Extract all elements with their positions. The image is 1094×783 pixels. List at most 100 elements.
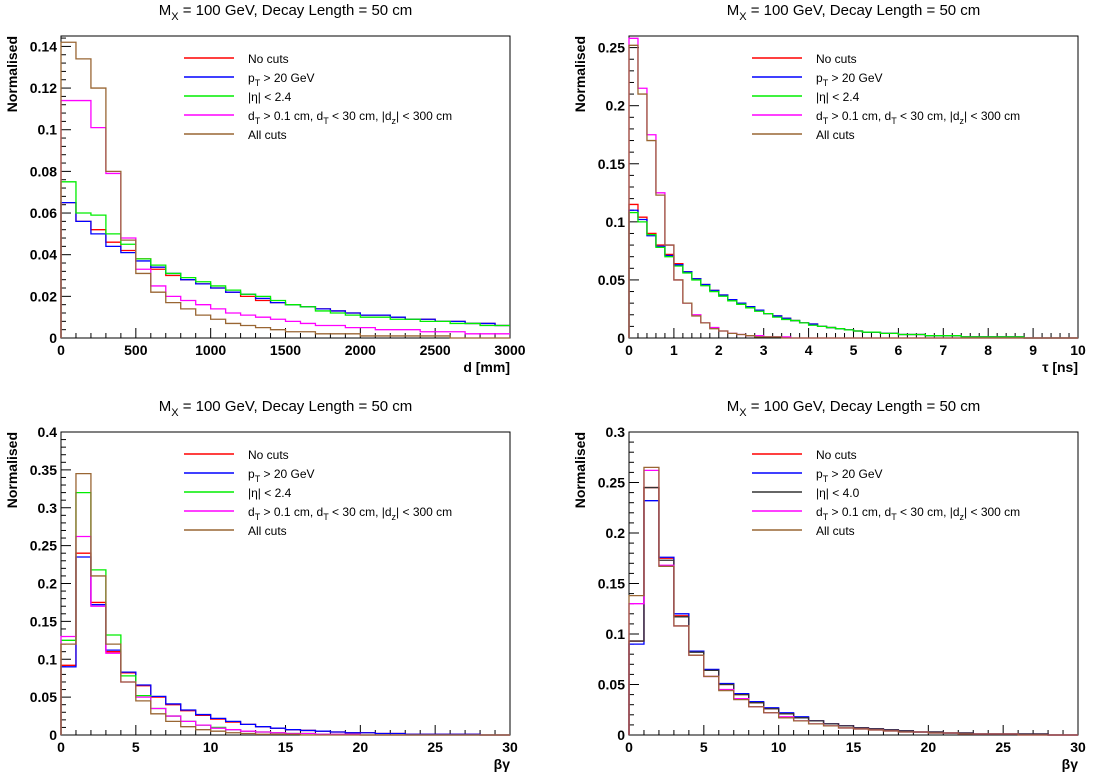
y-tick-label: 0.02 [30,288,57,304]
x-axis-label: τ [ns] [1042,359,1078,375]
series-line-5 [628,44,1078,339]
y-tick-label: 0.3 [606,424,626,440]
y-tick-label: 0.08 [30,163,57,179]
x-tick-label: 30 [502,739,518,755]
legend-entry: No cuts [816,52,857,66]
y-tick-label: 0.3 [38,500,58,516]
x-tick-label: 0 [625,739,633,755]
x-tick-label: 2000 [345,342,376,358]
series-line-2 [60,556,510,736]
y-tick-label: 0.1 [606,214,626,230]
x-tick-label: 10 [771,739,787,755]
x-tick-label: 6 [895,342,903,358]
legend-entry: No cuts [248,448,289,462]
legend-entry: |η| < 2.4 [248,90,292,104]
legend-entry: No cuts [816,448,857,462]
x-tick-label: 4 [805,342,813,358]
x-tick-label: 25 [995,739,1011,755]
y-axis-label: Normalised [572,432,588,508]
chart-panel-1: MX = 100 GeV, Decay Length = 50 cm 0 0.02 0… [4,2,526,375]
series-line-2 [628,209,1078,339]
series-line-1 [60,552,510,736]
y-tick-label: 0 [49,727,57,743]
y-axis-label: Normalised [572,36,588,112]
y-tick-label: 0.05 [598,272,625,288]
series-line-5 [60,41,510,339]
y-tick-label: 0.1 [38,651,58,667]
x-tick-label: 0 [57,342,65,358]
x-tick-label: 5 [700,739,708,755]
x-tick-label: 0 [625,342,633,358]
x-tick-label: 2 [715,342,723,358]
legend-entry: |η| < 2.4 [248,486,292,500]
legend-entry: pT > 20 GeV [816,467,883,484]
legend-entry: |η| < 2.4 [816,90,860,104]
y-tick-label: 0 [617,727,625,743]
x-tick-label: 30 [1070,739,1086,755]
x-tick-label: 5 [132,739,140,755]
y-tick-label: 0.15 [30,613,57,629]
legend-entry: All cuts [816,524,855,538]
series-line-1 [60,201,510,338]
x-axis-label: βγ [494,756,511,772]
x-tick-label: 1 [670,342,678,358]
y-tick-label: 0.15 [598,156,625,172]
x-tick-label: 8 [984,342,992,358]
legend-entry: dT > 0.1 cm, dT < 30 cm, |dz| < 300 cm [248,505,452,522]
y-tick-label: 0.06 [30,205,57,221]
y-tick-label: 0 [49,330,57,346]
x-tick-label: 10 [1070,342,1086,358]
x-tick-label: 20 [353,739,369,755]
chart-panel-2: MX = 100 GeV, Decay Length = 50 cm 0 0.05 0… [572,2,1086,375]
legend-entry: pT > 20 GeV [816,71,883,88]
chart-title: MX = 100 GeV, Decay Length = 50 cm [727,2,981,23]
y-tick-label: 0.25 [30,538,57,554]
y-tick-label: 0.15 [598,576,625,592]
chart-title: MX = 100 GeV, Decay Length = 50 cm [159,398,413,419]
chart-panel-4: MX = 100 GeV, Decay Length = 50 cm 0 0.05 0… [572,398,1086,772]
legend-entry: dT > 0.1 cm, dT < 30 cm, |dz| < 300 cm [816,505,1020,522]
x-tick-label: 15 [846,739,862,755]
series-line-5 [60,473,510,736]
legend-entry: dT > 0.1 cm, dT < 30 cm, |dz| < 300 cm [816,109,1020,126]
y-tick-label: 0.25 [598,475,625,491]
series-line-1 [628,203,1078,339]
x-axis-label: d [mm] [463,359,510,375]
x-tick-label: 10 [203,739,219,755]
legend-entry: pT > 20 GeV [248,467,315,484]
x-tick-label: 20 [921,739,937,755]
series-line-4 [60,535,510,736]
y-tick-label: 0.05 [598,677,625,693]
x-tick-label: 3000 [494,342,525,358]
y-axis-label: Normalised [4,36,20,112]
y-tick-label: 0.35 [30,462,57,478]
chart-panel-3: MX = 100 GeV, Decay Length = 50 cm 0 0.05 0… [4,398,518,772]
x-tick-label: 5 [850,342,858,358]
series-line-3 [628,211,1078,339]
x-tick-label: 9 [1029,342,1037,358]
legend-entry: |η| < 4.0 [816,486,860,500]
x-tick-label: 1000 [195,342,226,358]
y-tick-label: 0.12 [30,80,57,96]
legend-entry: dT > 0.1 cm, dT < 30 cm, |dz| < 300 cm [248,109,452,126]
legend-entry: pT > 20 GeV [248,71,315,88]
y-tick-label: 0.2 [38,576,58,592]
x-tick-label: 3 [760,342,768,358]
x-tick-label: 2500 [420,342,451,358]
series-line-3 [60,181,510,338]
x-tick-label: 500 [124,342,148,358]
y-axis-label: Normalised [4,432,20,508]
y-tick-label: 0.04 [30,247,57,263]
x-tick-label: 15 [278,739,294,755]
x-axis-label: βγ [1062,756,1079,772]
series-line-4 [60,99,510,338]
legend-entry: All cuts [248,128,287,142]
y-tick-label: 0.2 [606,98,626,114]
y-tick-label: 0.2 [606,525,626,541]
legend-entry: All cuts [816,128,855,142]
y-tick-label: 0.14 [30,38,57,54]
legend-entry: All cuts [248,524,287,538]
chart-title: MX = 100 GeV, Decay Length = 50 cm [727,398,981,419]
